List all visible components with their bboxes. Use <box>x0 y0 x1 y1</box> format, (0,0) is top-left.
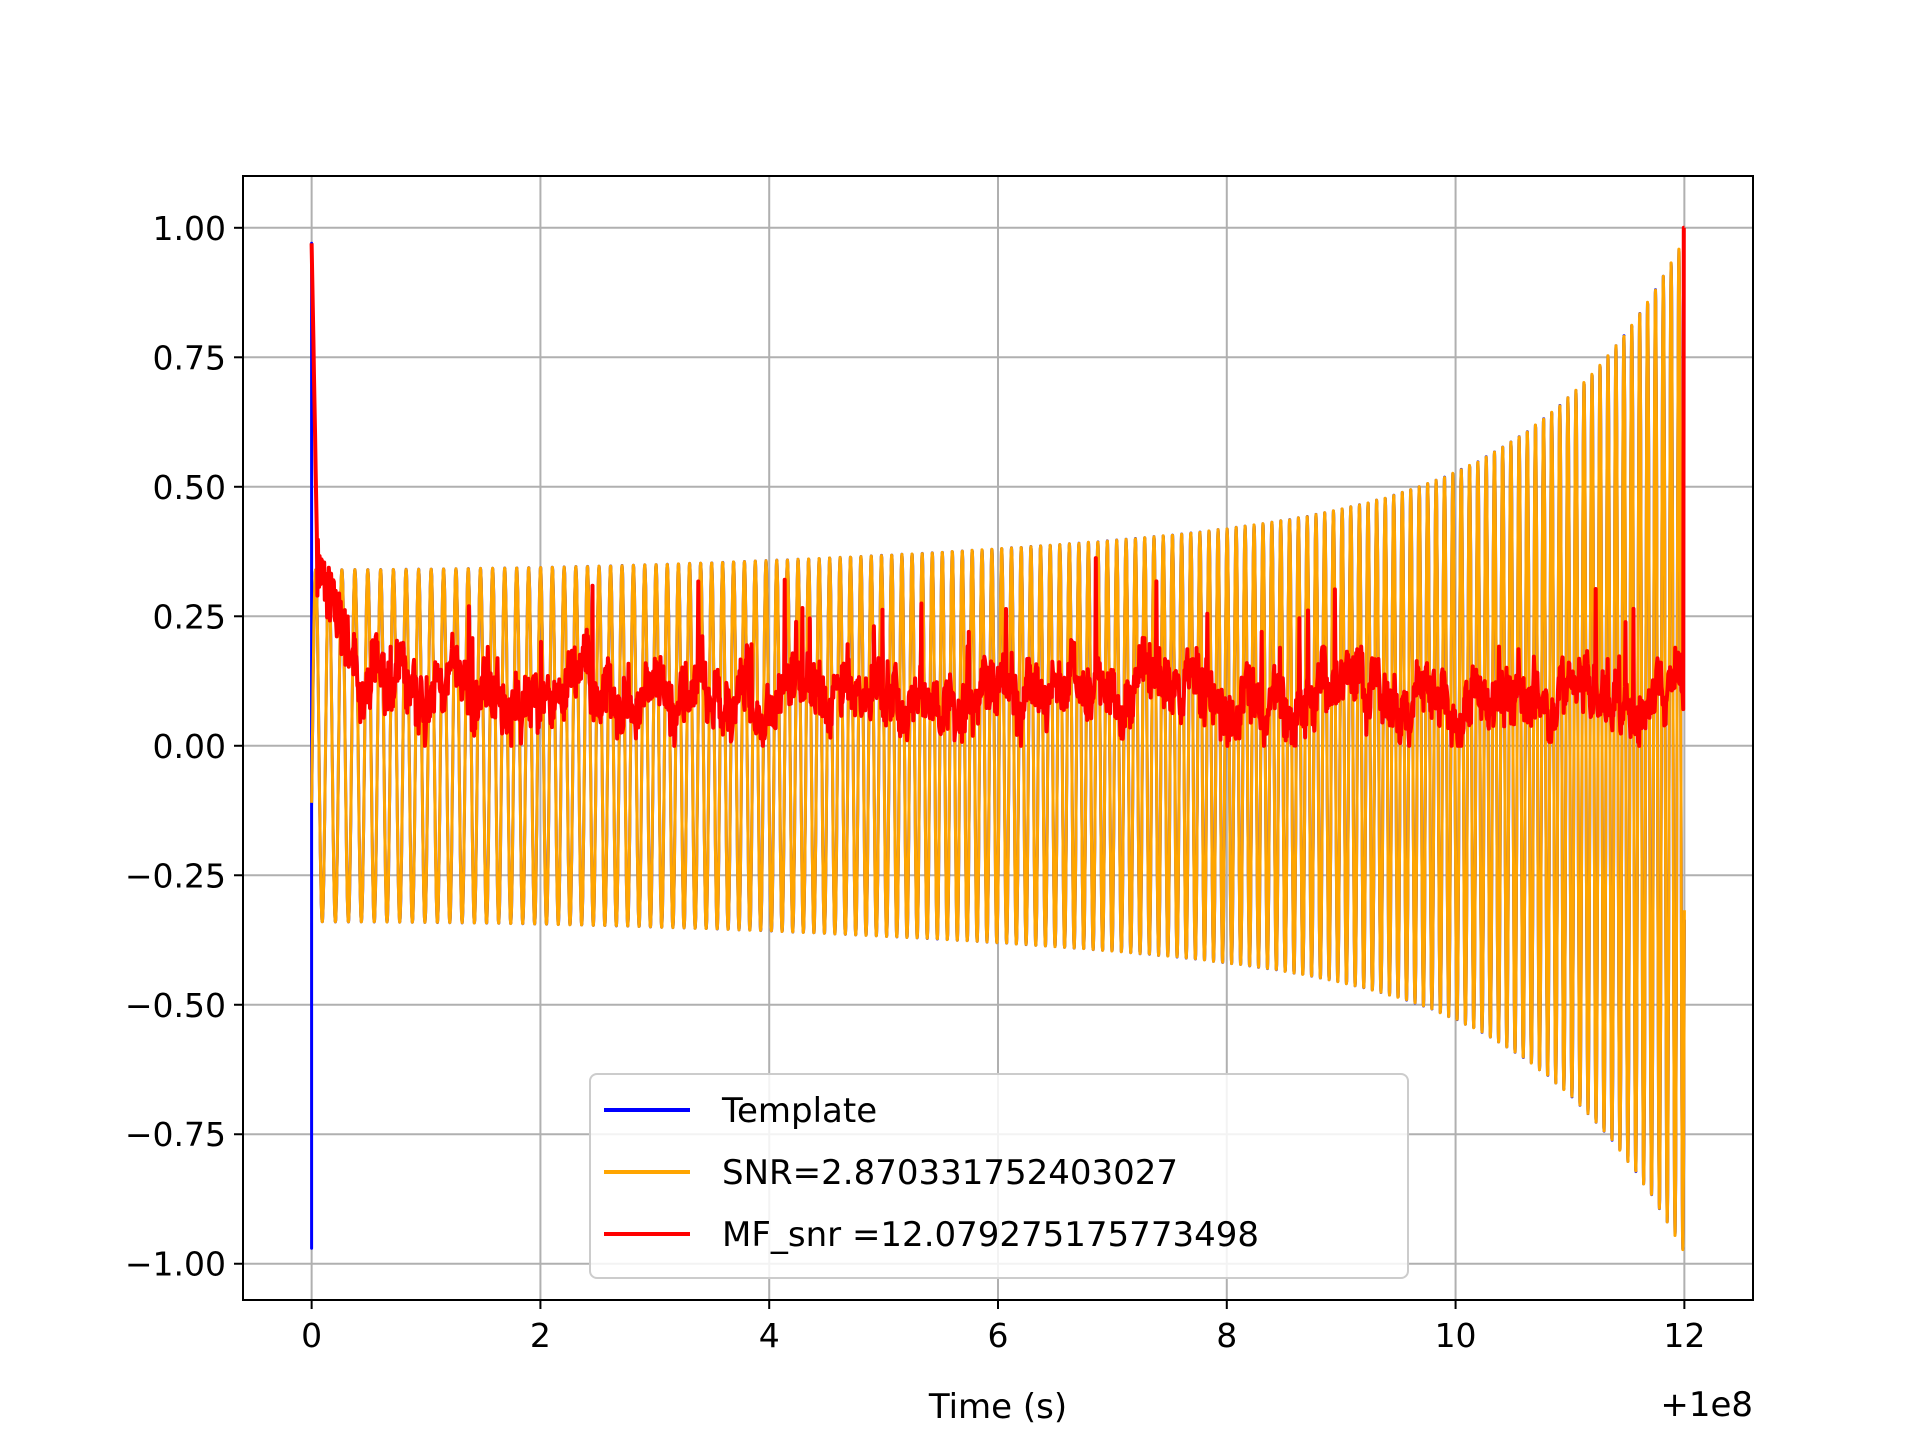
x-tick-label: 8 <box>1216 1316 1237 1355</box>
series-line-2 <box>310 247 1686 1252</box>
y-tick-label: 0.75 <box>153 338 226 377</box>
legend-entry-label: Template <box>721 1091 877 1131</box>
y-tick-label: 0.25 <box>153 597 226 636</box>
y-tick-label: −0.25 <box>125 856 226 895</box>
y-tick-label: 1.00 <box>153 209 226 248</box>
x-tick-label: 10 <box>1435 1316 1477 1355</box>
y-tick-label: 0.00 <box>153 727 226 766</box>
legend-box <box>589 1073 1409 1279</box>
legend-entry-label: MF_snr =12.079275175773498 <box>722 1215 1259 1255</box>
x-tick-label: 0 <box>301 1316 322 1355</box>
x-tick-label: 12 <box>1663 1316 1705 1355</box>
y-tick-label: −0.50 <box>125 986 226 1025</box>
x-tick-label: 6 <box>988 1316 1009 1355</box>
y-tick-label: 0.50 <box>153 468 226 507</box>
x-tick-label: 2 <box>530 1316 551 1355</box>
x-tick-label: 4 <box>759 1316 780 1355</box>
y-tick-label: −0.75 <box>125 1115 226 1154</box>
series-line-3 <box>309 225 1686 748</box>
y-tick-label: −1.00 <box>125 1245 226 1284</box>
axis-ticks: 0 2 4 6 8 10 12 1.00 0.75 0.50 0.25 0.00 −0.25 −0.50 −… <box>125 209 1706 1355</box>
legend-entry-label: SNR=2.870331752403027 <box>722 1153 1178 1193</box>
legend: Template SNR=2.870331752403027 MF_snr =12.… <box>589 1073 1409 1279</box>
x-axis-label: Time (s) <box>928 1387 1067 1427</box>
x-offset-label: +1e8 <box>1660 1385 1753 1425</box>
series-lines <box>309 225 1686 1252</box>
